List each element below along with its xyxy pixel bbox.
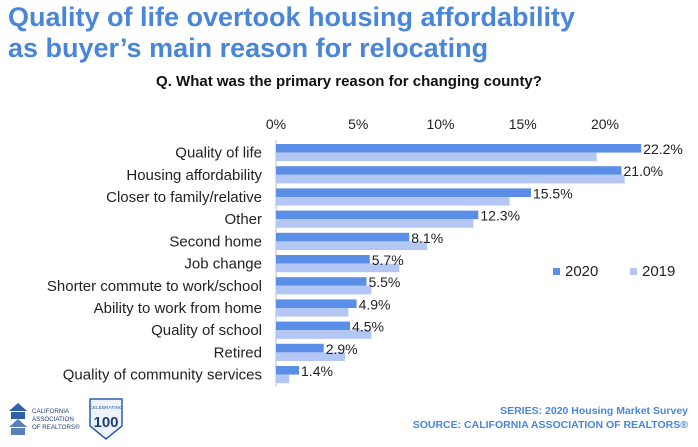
bar-2020	[276, 210, 479, 220]
logo-text-2: ASSOCIATION	[32, 416, 74, 423]
bar-2020	[276, 366, 300, 375]
bar-2020	[276, 277, 367, 286]
chart-footer: SERIES: 2020 Housing Market Survey SOURC…	[413, 404, 688, 432]
chart-title: Quality of life overtook housing afforda…	[8, 2, 688, 64]
bar-2020	[276, 232, 410, 242]
bar-2019	[276, 330, 372, 339]
bar-2020	[276, 188, 531, 197]
category-label: Quality of life	[175, 145, 262, 162]
bar-2019	[276, 174, 625, 184]
bar-2019	[276, 152, 597, 162]
data-label-2020: 12.3%	[480, 208, 520, 224]
category-label: Shorter commute to work/school	[47, 278, 262, 295]
legend-label-2019: 2019	[642, 263, 675, 280]
bar-2020	[276, 321, 351, 331]
logo-text-3: OF REALTORS®	[32, 424, 80, 431]
x-tick-label: 0%	[266, 116, 286, 132]
data-label-2020: 22.2%	[643, 141, 683, 157]
bar-2019	[276, 374, 290, 384]
bar-2020	[276, 166, 622, 175]
category-label: Closer to family/relative	[106, 189, 262, 206]
bar-2020	[276, 343, 324, 353]
badge-number: 100	[93, 414, 118, 431]
category-label: Retired	[214, 344, 262, 361]
bar-2019	[276, 219, 474, 228]
car-logo: CALIFORNIA ASSOCIATION OF REALTORS®	[9, 403, 80, 435]
legend-label-2020: 2020	[565, 263, 598, 280]
data-label-2020: 8.1%	[411, 230, 443, 246]
category-label: Second home	[169, 233, 262, 250]
data-label-2020: 1.4%	[301, 363, 333, 379]
source-note: SOURCE: CALIFORNIA ASSOCIATION OF REALTO…	[412, 419, 688, 431]
survey-question: Q. What was the primary reason for chang…	[156, 73, 542, 90]
series-note: SERIES: 2020 Housing Market Survey	[500, 405, 688, 417]
logo-text-1: CALIFORNIA	[32, 408, 70, 415]
badge-top-text: CELEBRATING	[89, 405, 123, 411]
x-tick-label: 15%	[509, 116, 537, 132]
x-tick-label: 10%	[426, 116, 454, 132]
bar-2020	[276, 255, 370, 264]
bar-2019	[276, 241, 428, 250]
data-label-2020: 21.0%	[623, 163, 663, 179]
bar-2019	[276, 352, 346, 361]
category-label: Job change	[184, 256, 262, 273]
category-label: Quality of community services	[63, 367, 262, 384]
bar-2019	[276, 308, 349, 317]
data-label-2020: 4.9%	[359, 296, 391, 312]
centennial-badge: CELEBRATING 100	[89, 398, 123, 440]
category-label: Ability to work from home	[94, 300, 262, 317]
category-label: Other	[224, 211, 262, 228]
data-label-2020: 5.7%	[372, 252, 404, 268]
category-label: Housing affordability	[126, 167, 262, 184]
bar-2020	[276, 144, 642, 153]
title-line-2: as buyer’s main reason for relocating	[8, 33, 489, 63]
data-label-2020: 15.5%	[533, 185, 573, 201]
bar-2019	[276, 263, 400, 273]
category-label: Quality of school	[151, 322, 262, 339]
x-tick-label: 20%	[591, 116, 619, 132]
legend-swatch-2019	[630, 268, 637, 275]
x-tick-label: 5%	[348, 116, 368, 132]
bar-2019	[276, 285, 372, 295]
legend-swatch-2020	[553, 268, 560, 275]
house-mark-icon	[9, 403, 27, 435]
bar-2019	[276, 197, 510, 206]
data-label-2020: 5.5%	[368, 274, 400, 290]
bar-2020	[276, 299, 357, 308]
data-label-2020: 4.5%	[352, 319, 384, 335]
data-label-2020: 2.9%	[326, 341, 358, 357]
title-line-1: Quality of life overtook housing afforda…	[8, 2, 576, 32]
